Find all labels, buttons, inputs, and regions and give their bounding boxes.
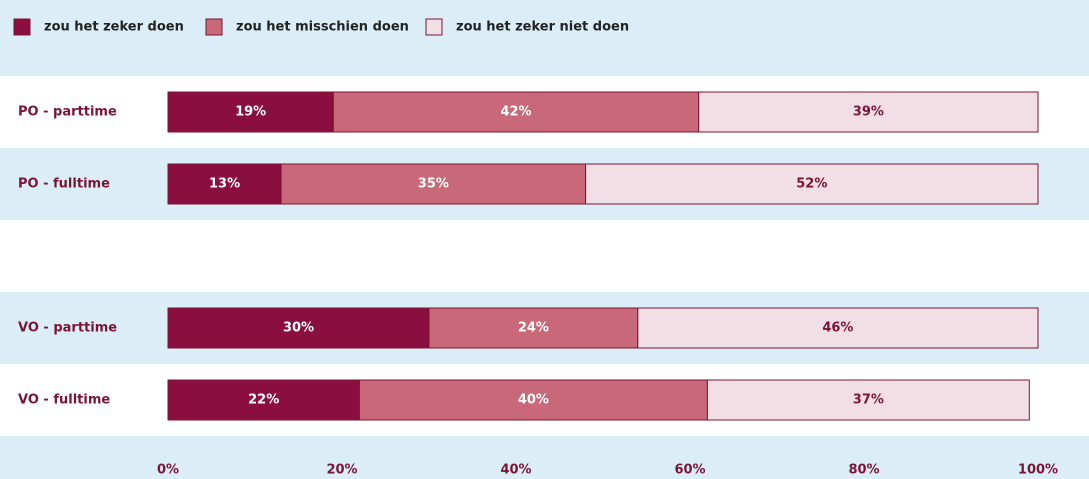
bar-segment bbox=[167, 307, 430, 349]
value-label: 42% bbox=[500, 105, 531, 120]
x-tick-label: 80% bbox=[848, 463, 879, 478]
x-tick-label: 0% bbox=[157, 463, 179, 478]
value-label: 46% bbox=[822, 321, 853, 336]
value-label: 35% bbox=[418, 177, 449, 192]
bar-segment bbox=[637, 307, 1039, 349]
x-tick-label: 100% bbox=[1018, 463, 1058, 478]
category-label: PO - parttime bbox=[18, 105, 117, 120]
bar-segment bbox=[167, 379, 360, 421]
category-label: PO - fulltime bbox=[18, 177, 110, 192]
x-tick-label: 20% bbox=[326, 463, 357, 478]
x-tick-label: 60% bbox=[674, 463, 705, 478]
value-label: 22% bbox=[248, 393, 279, 408]
legend-label: zou het zeker doen bbox=[44, 20, 184, 35]
x-tick-label: 40% bbox=[500, 463, 531, 478]
bar-segment bbox=[428, 307, 639, 349]
row-band bbox=[0, 220, 1089, 292]
value-label: 30% bbox=[283, 321, 314, 336]
axis-background bbox=[0, 436, 1089, 479]
bar-segment bbox=[706, 379, 1030, 421]
value-label: 19% bbox=[235, 105, 266, 120]
bar-segment bbox=[280, 163, 587, 205]
bar-segment bbox=[167, 91, 334, 133]
value-label: 13% bbox=[209, 177, 240, 192]
legend-background bbox=[0, 0, 1089, 76]
bar-segment bbox=[358, 379, 708, 421]
bar-segment bbox=[167, 163, 282, 205]
legend-label: zou het zeker niet doen bbox=[456, 20, 629, 35]
value-label: 52% bbox=[796, 177, 827, 192]
category-label: VO - fulltime bbox=[18, 393, 110, 408]
bar-segment bbox=[585, 163, 1039, 205]
category-label: VO - parttime bbox=[18, 321, 117, 336]
value-label: 40% bbox=[518, 393, 549, 408]
legend-swatch bbox=[425, 18, 443, 36]
value-label: 24% bbox=[518, 321, 549, 336]
value-label: 39% bbox=[853, 105, 884, 120]
legend-label: zou het misschien doen bbox=[236, 20, 409, 35]
bar-segment bbox=[698, 91, 1039, 133]
value-label: 37% bbox=[853, 393, 884, 408]
legend-swatch bbox=[205, 18, 223, 36]
legend-swatch bbox=[13, 18, 31, 36]
